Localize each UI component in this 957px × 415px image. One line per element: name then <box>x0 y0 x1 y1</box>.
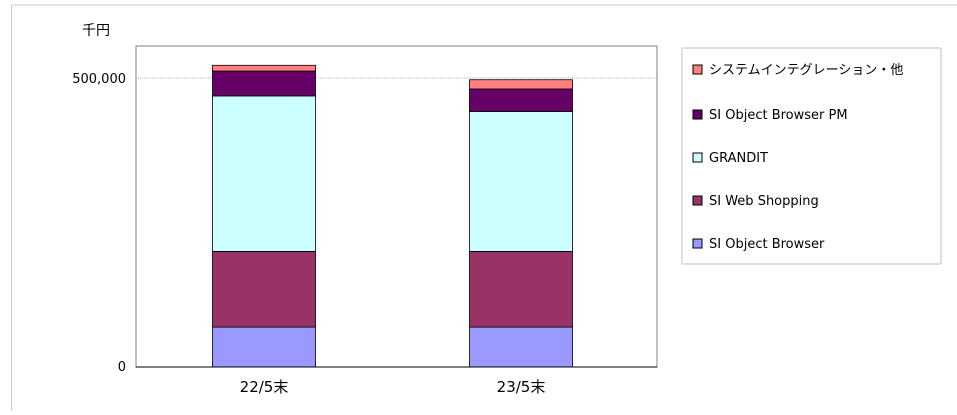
x-tick-label: 23/5末 <box>497 378 546 396</box>
bar-segment <box>469 111 573 252</box>
bar-segment <box>212 64 316 72</box>
legend-label: GRANDIT <box>709 151 768 166</box>
y-unit-label: 千円 <box>82 23 110 39</box>
legend-swatch <box>692 109 703 120</box>
x-tick-label: 22/5末 <box>240 378 289 396</box>
legend-swatch <box>692 238 703 249</box>
legend-label: SI Object Browser <box>709 237 825 252</box>
legend-label: SI Object Browser PM <box>709 108 848 123</box>
bar-segment <box>469 88 573 112</box>
legend-label: システムインテグレーション・他 <box>709 63 903 78</box>
legend-swatch <box>692 152 703 163</box>
bar-segment <box>212 70 316 97</box>
bar-segment <box>212 95 316 252</box>
bar-segment <box>469 79 573 90</box>
bar-segment <box>212 326 316 368</box>
legend-swatch <box>692 64 703 75</box>
bar-segment <box>469 326 573 368</box>
legend-box <box>681 47 942 265</box>
legend-label: SI Web Shopping <box>709 194 819 209</box>
bar-segment <box>212 250 316 328</box>
bars-layer <box>136 64 657 368</box>
legend-swatch <box>692 195 703 206</box>
y-tick-label: 0 <box>118 360 126 375</box>
bar-segment <box>469 250 573 328</box>
y-tick-label: 500,000 <box>72 72 126 87</box>
